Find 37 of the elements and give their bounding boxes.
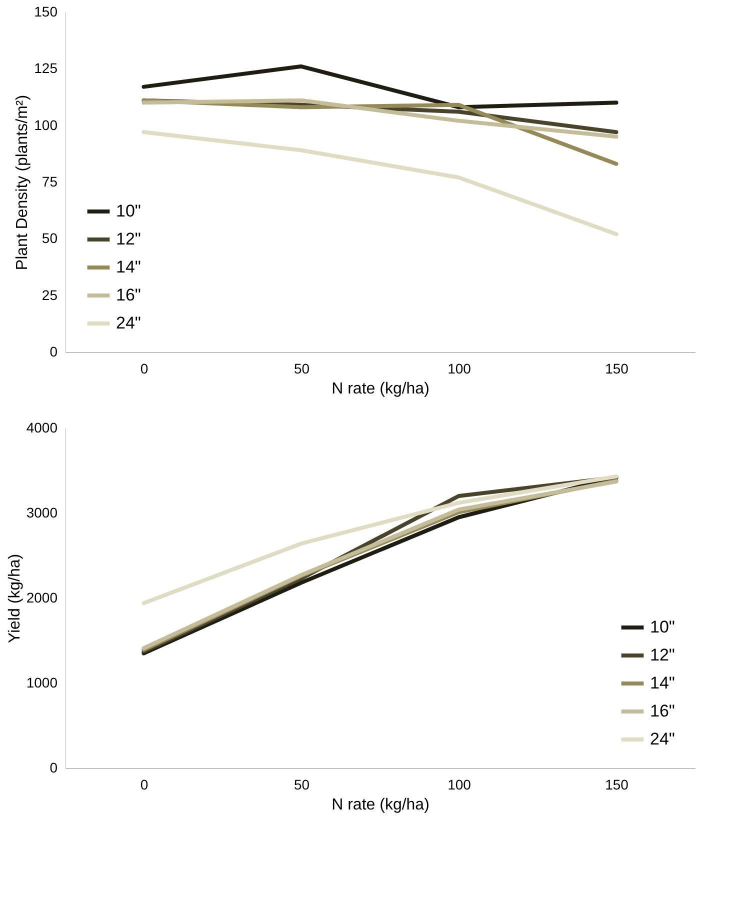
y-tick-label: 2000 (26, 590, 58, 606)
y-tick-label: 1000 (26, 674, 58, 690)
y-axis-title: Yield (kg/ha) (6, 554, 24, 644)
legend-label: 10" (650, 618, 675, 636)
y-tick-label: 3000 (26, 504, 58, 520)
legend-label: 12" (650, 646, 675, 664)
y-tick-label: 50 (42, 230, 58, 246)
x-tick-label: 100 (448, 360, 472, 376)
x-axis-title: N rate (kg/ha) (332, 380, 430, 398)
legend-label: 14" (116, 258, 141, 276)
y-tick-label: 25 (42, 286, 58, 303)
x-tick-label: 150 (605, 776, 629, 792)
y-tick-label: 100 (34, 116, 58, 133)
legend-label: 10" (116, 202, 141, 220)
line-series (142, 64, 618, 110)
line-series (142, 474, 618, 606)
x-axis-title: N rate (kg/ha) (332, 796, 430, 814)
legend-label: 16" (650, 702, 675, 720)
y-tick-label: 4000 (26, 420, 58, 436)
y-tick-label: 150 (34, 4, 58, 20)
y-axis-title: Plant Density (plants/m²) (14, 94, 32, 270)
y-tick-label: 125 (34, 60, 58, 76)
legend-label: 14" (650, 674, 675, 692)
x-tick-label: 0 (140, 360, 148, 376)
x-tick-label: 0 (140, 776, 148, 792)
legend-label: 24" (116, 314, 141, 332)
legend-label: 12" (116, 230, 141, 248)
x-tick-label: 100 (448, 776, 472, 792)
y-tick-label: 0 (50, 760, 58, 776)
legend-label: 16" (116, 286, 141, 304)
y-tick-label: 75 (42, 174, 58, 190)
legend-label: 24" (650, 730, 675, 748)
x-tick-label: 150 (605, 360, 629, 376)
x-tick-label: 50 (294, 776, 310, 792)
x-tick-label: 50 (294, 360, 310, 376)
y-tick-label: 0 (50, 344, 58, 360)
line-series (142, 130, 618, 236)
